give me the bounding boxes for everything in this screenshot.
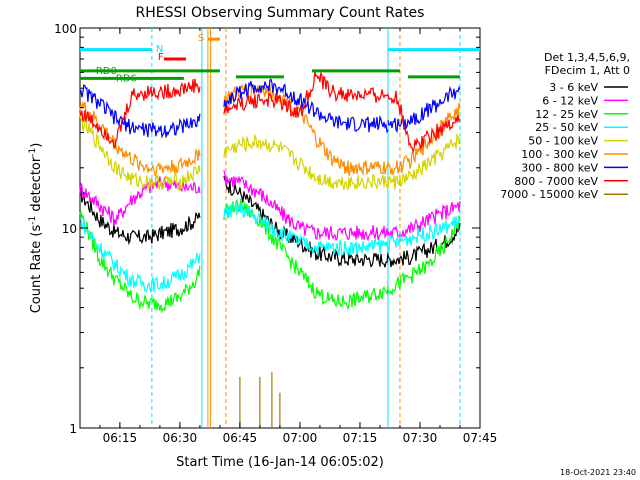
legend-label: 50 - 100 keV	[528, 135, 598, 148]
legend-header: Det 1,3,4,5,6,9,	[544, 51, 630, 64]
series-line	[79, 78, 461, 139]
y-axis: 1 10 100	[54, 22, 480, 436]
x-axis: 06:15 06:30 06:45 07:00 07:15 07:30 07:45	[99, 28, 498, 445]
timestamp-label: 18-Oct-2021 23:40	[560, 468, 636, 477]
y-tick-label: 10	[62, 222, 77, 236]
x-axis-label: Start Time (16-Jan-14 06:05:02)	[176, 455, 384, 470]
legend: Det 1,3,4,5,6,9,FDecim 1, Att 0 3 - 6 keV…	[500, 51, 630, 201]
legend-label: 6 - 12 keV	[542, 94, 598, 107]
x-tick-label: 07:30	[403, 431, 438, 445]
x-tick-label: 07:00	[283, 431, 318, 445]
flag-label: S	[198, 33, 204, 44]
flag-label: F	[158, 52, 164, 63]
legend-label: 25 - 50 keV	[535, 121, 598, 134]
flag-label: N	[156, 44, 163, 55]
series-line	[79, 170, 461, 242]
flag-label: RD0	[96, 66, 117, 77]
legend-label: 100 - 300 keV	[521, 148, 598, 161]
x-tick-label: 07:45	[463, 431, 498, 445]
legend-label: 800 - 7000 keV	[514, 175, 598, 188]
series-line	[79, 198, 461, 314]
series-layer	[79, 70, 461, 428]
y-axis-label: Count Rate (s-1 detector-1)	[28, 143, 44, 314]
x-tick-label: 06:45	[223, 431, 258, 445]
y-tick-label: 100	[54, 22, 77, 36]
y-tick-label: 1	[69, 422, 77, 436]
series-line	[79, 176, 461, 268]
chart-title: RHESSI Observing Summary Count Rates	[136, 5, 425, 21]
legend-header: FDecim 1, Att 0	[545, 64, 630, 77]
x-tick-label: 07:15	[343, 431, 378, 445]
x-tick-label: 06:15	[103, 431, 138, 445]
series-line	[239, 372, 281, 428]
series-line	[79, 70, 461, 154]
legend-label: 300 - 800 keV	[521, 161, 598, 174]
flag-label: RD6	[116, 74, 137, 85]
series-line	[79, 202, 461, 293]
series-line	[79, 113, 461, 192]
x-tick-label: 06:30	[163, 431, 198, 445]
legend-label: 12 - 25 keV	[535, 108, 598, 121]
legend-label: 3 - 6 keV	[549, 81, 598, 94]
legend-label: 7000 - 15000 keV	[500, 188, 598, 201]
